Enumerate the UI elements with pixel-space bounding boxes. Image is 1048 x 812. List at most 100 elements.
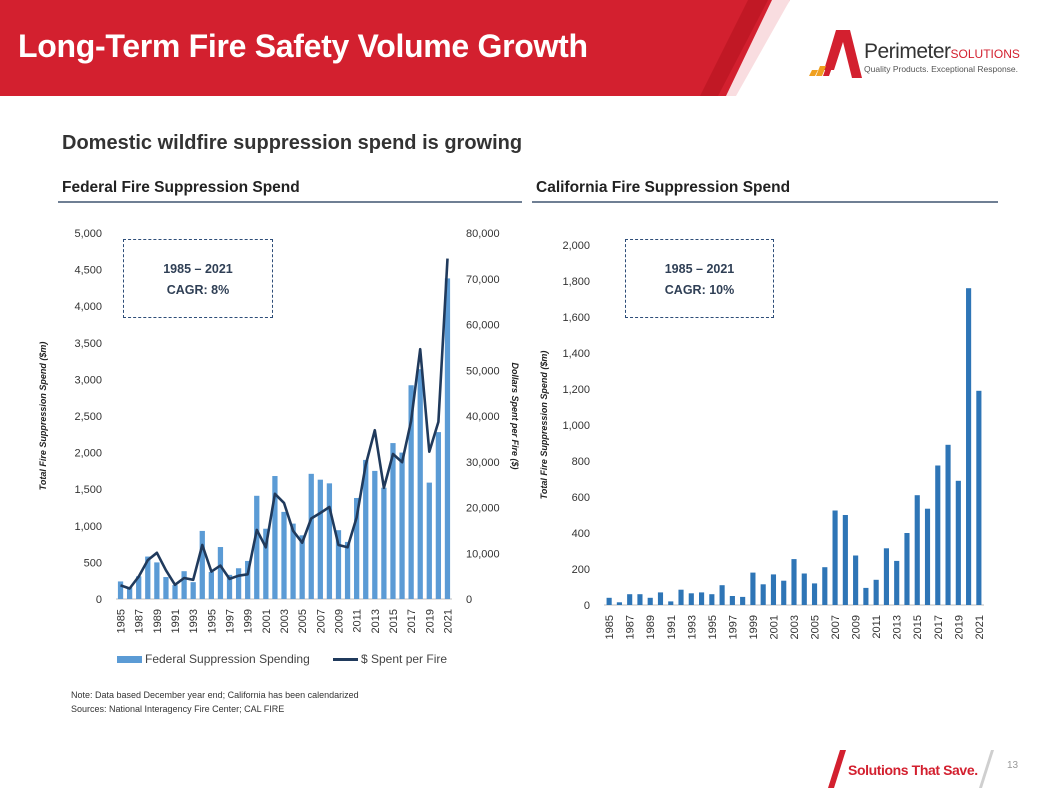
x-tick-label: 1993 bbox=[686, 615, 698, 639]
x-tick-label: 1999 bbox=[243, 609, 255, 633]
bar bbox=[381, 487, 387, 599]
x-tick-label: 1995 bbox=[707, 615, 719, 639]
bar bbox=[426, 482, 432, 599]
y2-axis-title: Dollars Spent per Fire ($) bbox=[510, 362, 520, 469]
california-cagr-period: 1985 – 2021 bbox=[664, 262, 735, 276]
slide-title: Long-Term Fire Safety Volume Growth bbox=[18, 28, 588, 64]
y-tick-label: 3,500 bbox=[74, 338, 102, 350]
x-tick-label: 1985 bbox=[604, 615, 616, 639]
x-tick-label: 2019 bbox=[424, 609, 436, 633]
bar bbox=[832, 510, 838, 605]
bar bbox=[154, 562, 160, 599]
header-background bbox=[0, 0, 790, 96]
x-tick-label: 1997 bbox=[225, 609, 237, 633]
bar bbox=[226, 574, 233, 599]
bar bbox=[627, 594, 633, 605]
y-tick-label: 2,000 bbox=[74, 448, 102, 460]
bar bbox=[299, 535, 305, 599]
x-tick-label: 2007 bbox=[830, 615, 842, 639]
bar bbox=[390, 443, 396, 599]
california-chart: 0 200 400 600 800 1,000 1,200 1,400 1,600 1,800 2,… bbox=[539, 240, 986, 639]
y-tick-label: 4,500 bbox=[74, 265, 102, 277]
bar bbox=[408, 385, 414, 599]
x-tick-label: 1995 bbox=[206, 609, 218, 633]
bar bbox=[811, 583, 818, 605]
bar bbox=[657, 592, 664, 605]
x-tick-label: 1991 bbox=[666, 615, 678, 639]
bar bbox=[976, 390, 982, 605]
footnote-sources: Sources: National Interagency Fire Cente… bbox=[71, 704, 285, 714]
bar bbox=[924, 508, 931, 605]
y2-tick-label: 0 bbox=[466, 594, 472, 606]
per-fire-line bbox=[120, 258, 449, 590]
y-tick-label: 3,000 bbox=[74, 374, 102, 386]
x-tick-label: 2013 bbox=[892, 615, 904, 639]
y-tick-label: 1,400 bbox=[562, 348, 590, 360]
y-tick-label: 1,000 bbox=[74, 521, 102, 533]
legend-bar-swatch bbox=[117, 656, 142, 664]
bar bbox=[966, 288, 972, 605]
y2-tick-label: 40,000 bbox=[466, 411, 500, 423]
x-tick-label: 1997 bbox=[727, 615, 739, 639]
bar bbox=[647, 597, 653, 605]
y2-tick-label: 30,000 bbox=[466, 457, 500, 469]
x-tick-label: 2011 bbox=[352, 609, 364, 633]
bar bbox=[326, 483, 333, 599]
bar bbox=[822, 567, 828, 605]
bar bbox=[873, 579, 879, 605]
y-tick-label: 1,600 bbox=[562, 312, 590, 324]
federal-chart: 0 500 1,000 1,500 2,000 2,500 3,000 3,500 4,000 4… bbox=[38, 228, 520, 633]
x-tick-label: 2015 bbox=[388, 609, 400, 633]
x-tick-label: 1987 bbox=[625, 615, 637, 639]
bar bbox=[190, 582, 196, 599]
federal-cagr-box: 1985 – 2021 CAGR: 8% bbox=[123, 239, 273, 318]
x-tick-label: 2003 bbox=[789, 615, 801, 639]
bar bbox=[272, 476, 278, 599]
bar bbox=[760, 584, 766, 605]
bar bbox=[606, 597, 612, 605]
bar bbox=[245, 560, 251, 599]
bar bbox=[740, 596, 746, 605]
x-tick-label: 2021 bbox=[442, 609, 454, 633]
bar bbox=[894, 560, 900, 605]
bar bbox=[668, 601, 674, 605]
x-tick-label: 2001 bbox=[261, 609, 273, 633]
y-tick-label: 2,500 bbox=[74, 411, 102, 423]
bar bbox=[781, 580, 787, 605]
california-section-title: California Fire Suppression Spend bbox=[536, 179, 791, 196]
y-tick-label: 4,000 bbox=[74, 301, 102, 313]
y-tick-label: 0 bbox=[96, 594, 102, 606]
legend-bar-label: Federal Suppression Spending bbox=[145, 652, 310, 666]
y2-tick-label: 20,000 bbox=[466, 503, 500, 515]
bar bbox=[117, 581, 124, 599]
y-tick-label: 0 bbox=[584, 600, 590, 612]
x-tick-label: 1987 bbox=[134, 609, 146, 633]
header-band: Long-Term Fire Safety Volume Growth bbox=[0, 0, 1048, 96]
california-section-rule bbox=[532, 201, 998, 203]
bar bbox=[263, 528, 269, 599]
logo-mark-icon bbox=[809, 30, 862, 78]
x-tick-label: 2005 bbox=[810, 615, 822, 639]
bar bbox=[945, 444, 951, 605]
x-tick-label: 1989 bbox=[152, 609, 164, 633]
bar bbox=[444, 278, 451, 599]
bar bbox=[308, 473, 314, 599]
x-tick-label: 2005 bbox=[297, 609, 309, 633]
tagline-slash-icon bbox=[828, 750, 846, 788]
x-tick-label: 2017 bbox=[933, 615, 945, 639]
bar bbox=[208, 571, 214, 599]
bar bbox=[435, 432, 442, 599]
x-tick-label: 2009 bbox=[851, 615, 863, 639]
bar bbox=[770, 574, 777, 605]
y-axis-title: Total Fire Suppression Spend ($m) bbox=[539, 351, 549, 500]
y-tick-label: 1,500 bbox=[74, 484, 102, 496]
bar bbox=[417, 369, 423, 599]
bar bbox=[842, 515, 848, 605]
slide-subtitle: Domestic wildfire suppression spend is g… bbox=[62, 132, 523, 154]
bar bbox=[290, 523, 296, 599]
bar bbox=[372, 470, 378, 599]
legend-item-spending: Federal Suppression Spending bbox=[117, 652, 310, 666]
bar bbox=[883, 548, 889, 605]
legend-item-per-fire: $ Spent per Fire bbox=[333, 652, 447, 666]
y-tick-label: 5,000 bbox=[74, 228, 102, 240]
